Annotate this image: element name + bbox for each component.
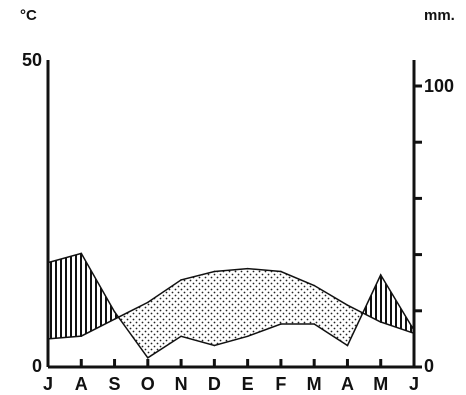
precipitation-point-6 <box>246 267 249 270</box>
x-axis-label-5: D <box>208 374 221 394</box>
temperature-point-5 <box>213 344 216 347</box>
x-axis-label-1: A <box>75 374 88 394</box>
precipitation-point-10 <box>379 321 382 323</box>
precipitation-line <box>47 267 415 340</box>
precipitation-point-4 <box>180 279 182 281</box>
precipitation-point-1 <box>80 335 83 337</box>
hatched-region-0 <box>48 253 119 339</box>
x-axis-label-6: E <box>242 374 254 394</box>
temperature-point-9 <box>346 344 349 347</box>
temperature-line <box>47 252 415 359</box>
temperature-point-8 <box>313 323 315 325</box>
precipitation-point-2 <box>113 318 116 321</box>
x-axis-label-11: J <box>409 374 419 394</box>
precipitation-point-9 <box>346 304 349 306</box>
precipitation-point-7 <box>280 270 282 273</box>
left-axis-min-label: 0 <box>32 356 42 376</box>
x-axis-label-7: F <box>275 374 286 394</box>
x-axis-label-4: N <box>175 374 188 394</box>
temperature-point-7 <box>280 323 282 325</box>
dotted-region-1 <box>118 268 363 358</box>
x-axis-ticks <box>46 359 416 367</box>
temperature-point-1 <box>80 252 83 255</box>
x-axis-label-2: S <box>109 374 121 394</box>
x-axis-label-10: M <box>373 374 388 394</box>
left-axis-unit: °C <box>20 7 37 24</box>
precipitation-point-8 <box>313 284 315 287</box>
temperature-point-6 <box>246 335 249 338</box>
x-axis-label-3: O <box>141 374 155 394</box>
right-axis-max-label: 100 <box>424 76 454 96</box>
x-axis-label-0: J <box>43 374 53 394</box>
temperature-point-10 <box>379 274 382 276</box>
temperature-point-3 <box>147 356 149 359</box>
right-axis-unit: mm. <box>424 7 455 24</box>
temperature-point-2 <box>113 310 116 313</box>
fill-regions <box>48 253 414 358</box>
precipitation-point-3 <box>147 301 149 304</box>
temperature-point-4 <box>180 335 182 338</box>
right-axis-min-label: 0 <box>424 356 434 376</box>
x-axis-label-9: A <box>341 374 354 394</box>
left-axis-max-label: 50 <box>22 50 42 70</box>
x-axis-label-8: M <box>307 374 322 394</box>
precipitation-point-5 <box>213 270 216 273</box>
